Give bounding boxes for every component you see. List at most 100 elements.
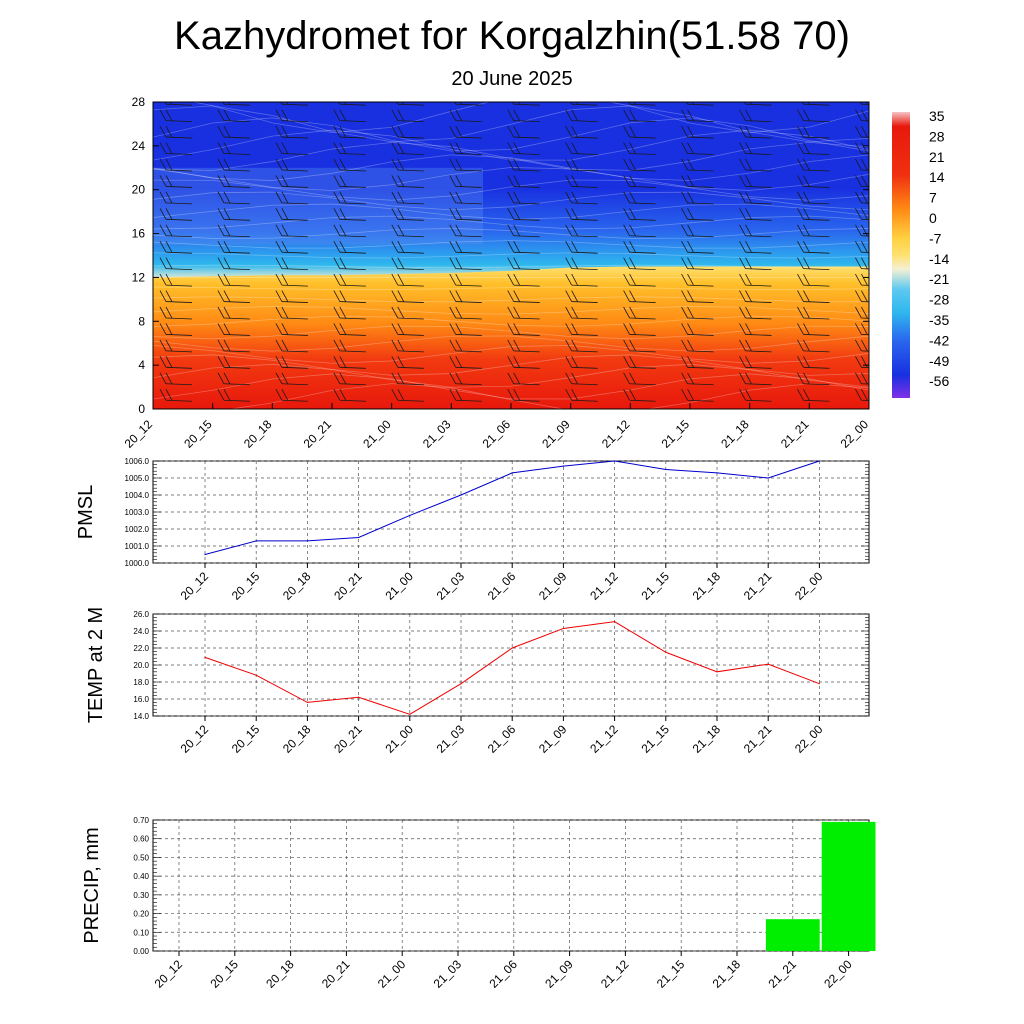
x-tick-label: 21_09 [542, 957, 576, 991]
wind-barb [217, 142, 250, 155]
wind-barb [681, 191, 714, 205]
data-point [665, 468, 667, 471]
x-tick-label: 20_12 [122, 417, 156, 451]
wind-barb [623, 257, 656, 271]
y-tick-label: 24.0 [133, 627, 149, 636]
wind-barb [391, 290, 424, 303]
wind-barb [855, 290, 869, 303]
wind-barb [449, 273, 482, 287]
wind-barb [855, 109, 869, 122]
wind-barb [217, 273, 250, 287]
wind-barb [507, 306, 540, 320]
data-point [614, 460, 616, 462]
x-tick-label: 22_00 [792, 722, 826, 756]
wind-barb [391, 175, 424, 188]
colorbar-label: -28 [929, 292, 949, 308]
wind-barb [449, 208, 482, 221]
wind-barb [333, 323, 366, 336]
contour-line [153, 240, 869, 249]
x-tick-label: 21_18 [710, 957, 744, 991]
wind-barb [507, 372, 540, 386]
wind-barb [449, 257, 482, 271]
wind-barb [681, 323, 714, 336]
x-tick-label: 21_03 [434, 569, 468, 603]
x-tick-label: 21_18 [690, 722, 724, 756]
wind-barb [565, 389, 598, 402]
wind-barb [449, 306, 482, 320]
colorbar-label: -42 [929, 332, 949, 348]
wind-barb [333, 339, 366, 353]
wind-barb [855, 241, 869, 253]
wind-barb [797, 191, 830, 205]
x-tick-label: 20_15 [229, 722, 263, 756]
contour-line [153, 154, 869, 181]
wind-barb [217, 158, 250, 172]
data-point [716, 671, 718, 673]
y-axis-label: TEMP at 2 M [85, 607, 107, 723]
wind-barb [507, 158, 540, 172]
wind-barb [681, 158, 714, 172]
wind-barb [565, 208, 598, 221]
y-tick-label: 8 [138, 314, 145, 328]
wind-barb [565, 175, 598, 188]
x-tick-label: 21_12 [598, 957, 632, 991]
x-tick-label: 22_00 [792, 569, 826, 603]
wind-barb [449, 158, 482, 172]
y-tick-label: 22.0 [133, 644, 149, 653]
data-point [358, 696, 360, 698]
data-point [665, 651, 667, 653]
x-tick-label: 21_06 [485, 569, 519, 603]
x-tick-label: 20_21 [301, 417, 335, 451]
data-point [511, 472, 513, 474]
y-tick-label: 0.20 [133, 910, 149, 919]
wind-barb [739, 389, 772, 402]
pmsl-panel: 1000.0 1001.0 1002.0 1003.0 1004.0 1005.0 1006… [75, 457, 870, 603]
wind-barb [797, 389, 830, 402]
heatmap-panel: 0 4 8 12 16 20 24 28 20_12 20_15 20_18 20_21 21_00 21… [122, 95, 872, 451]
data-point [409, 514, 411, 517]
x-tick-label: 21_12 [587, 569, 621, 603]
wind-barb [159, 273, 193, 287]
data-point [204, 656, 206, 658]
wind-barb [797, 241, 830, 254]
wind-barb [797, 273, 830, 287]
y-tick-label: 0.40 [133, 872, 149, 881]
heatmap-field [153, 102, 869, 409]
wind-barb [855, 125, 869, 138]
wind-barb [507, 142, 540, 155]
wind-barb [217, 109, 250, 123]
x-tick-label: 21_18 [718, 417, 752, 451]
wind-barb [855, 257, 869, 270]
contour-line [153, 373, 869, 400]
wind-barb [507, 241, 540, 254]
wind-barb [217, 208, 250, 221]
wind-barb [623, 389, 656, 402]
x-tick-label: 20_18 [280, 722, 314, 756]
x-tick-label: 21_15 [659, 417, 693, 451]
wind-barb [449, 142, 482, 155]
colorbar: 35 28 21 14 7 0 -7 -14 -21 -28 -35 -42 -49 -56 [892, 108, 949, 398]
data-point [460, 494, 462, 496]
wind-barb [333, 224, 366, 238]
wind-barb [623, 290, 656, 303]
wind-barb [449, 191, 482, 205]
wind-barb [565, 224, 598, 238]
wind-barb [275, 273, 308, 287]
wind-barb [333, 158, 366, 172]
wind-barb [275, 208, 308, 221]
wind-barb [217, 125, 250, 139]
x-tick-label: 20_21 [319, 957, 353, 991]
wind-barb [855, 389, 869, 401]
wind-barb [275, 142, 308, 155]
wind-barb [855, 273, 869, 286]
x-tick-label: 22_00 [838, 417, 872, 451]
wind-barb [159, 208, 193, 221]
y-tick-label: 0.70 [133, 816, 149, 825]
wind-barb [391, 257, 424, 271]
precip-bar [765, 919, 820, 951]
wind-barb [739, 191, 772, 205]
wind-barb [797, 372, 830, 386]
y-tick-label: 1001.0 [125, 542, 150, 551]
colorbar-label: 35 [929, 108, 945, 124]
wind-barb [623, 191, 656, 205]
